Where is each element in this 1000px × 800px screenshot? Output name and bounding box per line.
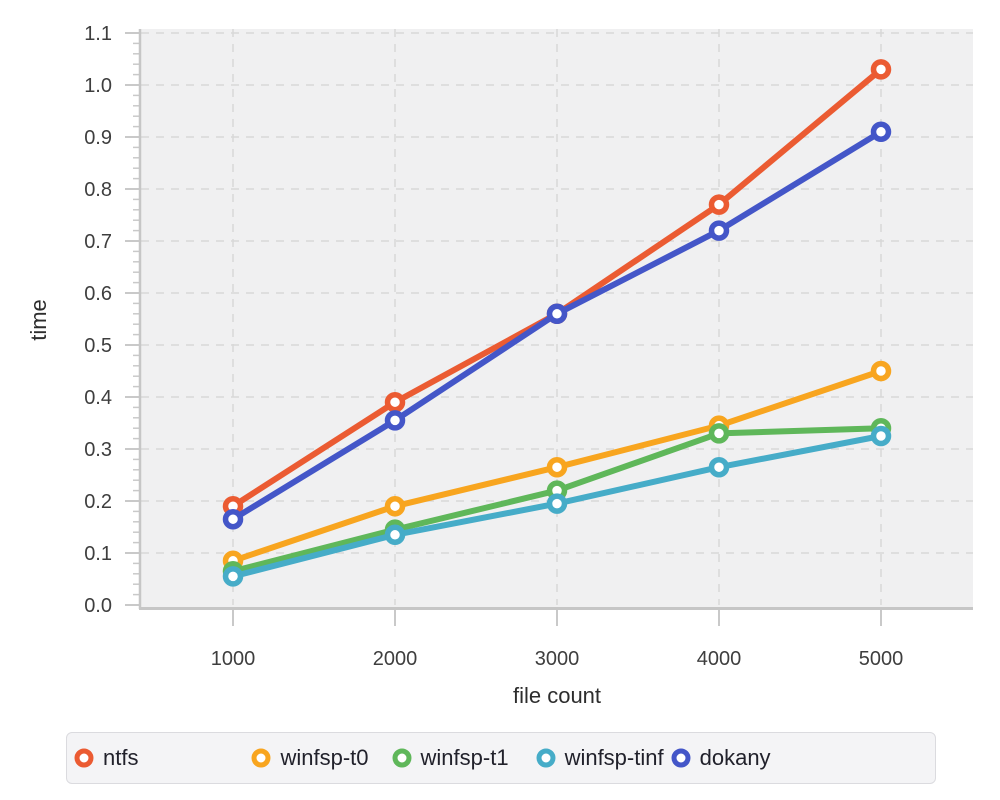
series-marker-winfsp-tinf	[222, 566, 244, 587]
series-marker-dokany	[708, 220, 730, 241]
y-tick-label: 1.1	[84, 23, 112, 45]
series-marker-winfsp-tinf	[384, 524, 406, 546]
legend-label: winfsp-tinf	[564, 745, 664, 770]
series-marker-winfsp-t0	[870, 360, 892, 382]
y-tick-label: 0.9	[84, 127, 112, 149]
series-marker-winfsp-t0	[384, 495, 406, 517]
series-marker-dokany	[546, 303, 568, 325]
x-tick-label: 1000	[211, 648, 256, 670]
legend-marker-icon	[671, 748, 691, 768]
x-axis-title: file count	[513, 683, 601, 708]
x-tick-label: 3000	[535, 648, 580, 670]
y-tick-label: 0.1	[84, 543, 112, 565]
legend: ntfs winfsp-t0 winfsp-t1 winfsp-tinf dokany	[66, 732, 936, 784]
series-marker-ntfs	[708, 194, 730, 215]
series-marker-dokany	[222, 508, 244, 530]
series-marker-winfsp-tinf	[546, 493, 568, 514]
line-chart: 0.0 0.1 0.2 0.3 0.4 0.5 0.6 0.7 0.8 0.9 1.0 1.1 1000…	[26, 23, 973, 708]
legend-label: winfsp-t1	[420, 745, 509, 770]
legend-label: dokany	[699, 745, 771, 770]
x-tick-label: 2000	[373, 648, 418, 670]
x-tick-label: 5000	[859, 648, 904, 670]
series-marker-ntfs	[870, 59, 892, 80]
legend-marker-icon	[251, 748, 271, 768]
y-axis-title: time	[26, 299, 51, 341]
series-marker-winfsp-t0	[546, 456, 568, 478]
y-tick-label: 0.8	[84, 179, 112, 201]
y-tick-label: 0.2	[84, 491, 112, 513]
series-marker-winfsp-t1	[708, 423, 730, 444]
y-tick-label: 0.6	[84, 283, 112, 305]
legend-item-dokany[interactable]: dokany	[670, 745, 771, 771]
y-tick-label: 0.0	[84, 595, 112, 617]
y-tick-label: 0.3	[84, 439, 112, 461]
y-tick-label: 1.0	[84, 75, 112, 97]
y-tick-label: 0.4	[84, 387, 112, 409]
legend-label: winfsp-t0	[280, 745, 369, 770]
series-marker-dokany	[384, 410, 406, 431]
y-tick-label: 0.5	[84, 335, 112, 357]
series-marker-dokany	[870, 121, 892, 143]
series-marker-winfsp-tinf	[708, 456, 730, 478]
legend-marker-icon	[536, 748, 556, 768]
series-marker-winfsp-tinf	[870, 425, 892, 447]
y-tick-label: 0.7	[84, 231, 112, 253]
x-tick-label: 4000	[697, 648, 742, 670]
legend-item-ntfs[interactable]: ntfs	[73, 745, 138, 771]
series-marker-ntfs	[384, 391, 406, 413]
legend-item-winfsp-tinf[interactable]: winfsp-tinf	[535, 745, 664, 771]
legend-item-winfsp-t1[interactable]: winfsp-t1	[391, 745, 509, 771]
legend-marker-icon	[392, 748, 412, 768]
legend-item-winfsp-t0[interactable]: winfsp-t0	[250, 745, 369, 771]
legend-label: ntfs	[103, 745, 139, 770]
legend-marker-icon	[74, 748, 94, 768]
